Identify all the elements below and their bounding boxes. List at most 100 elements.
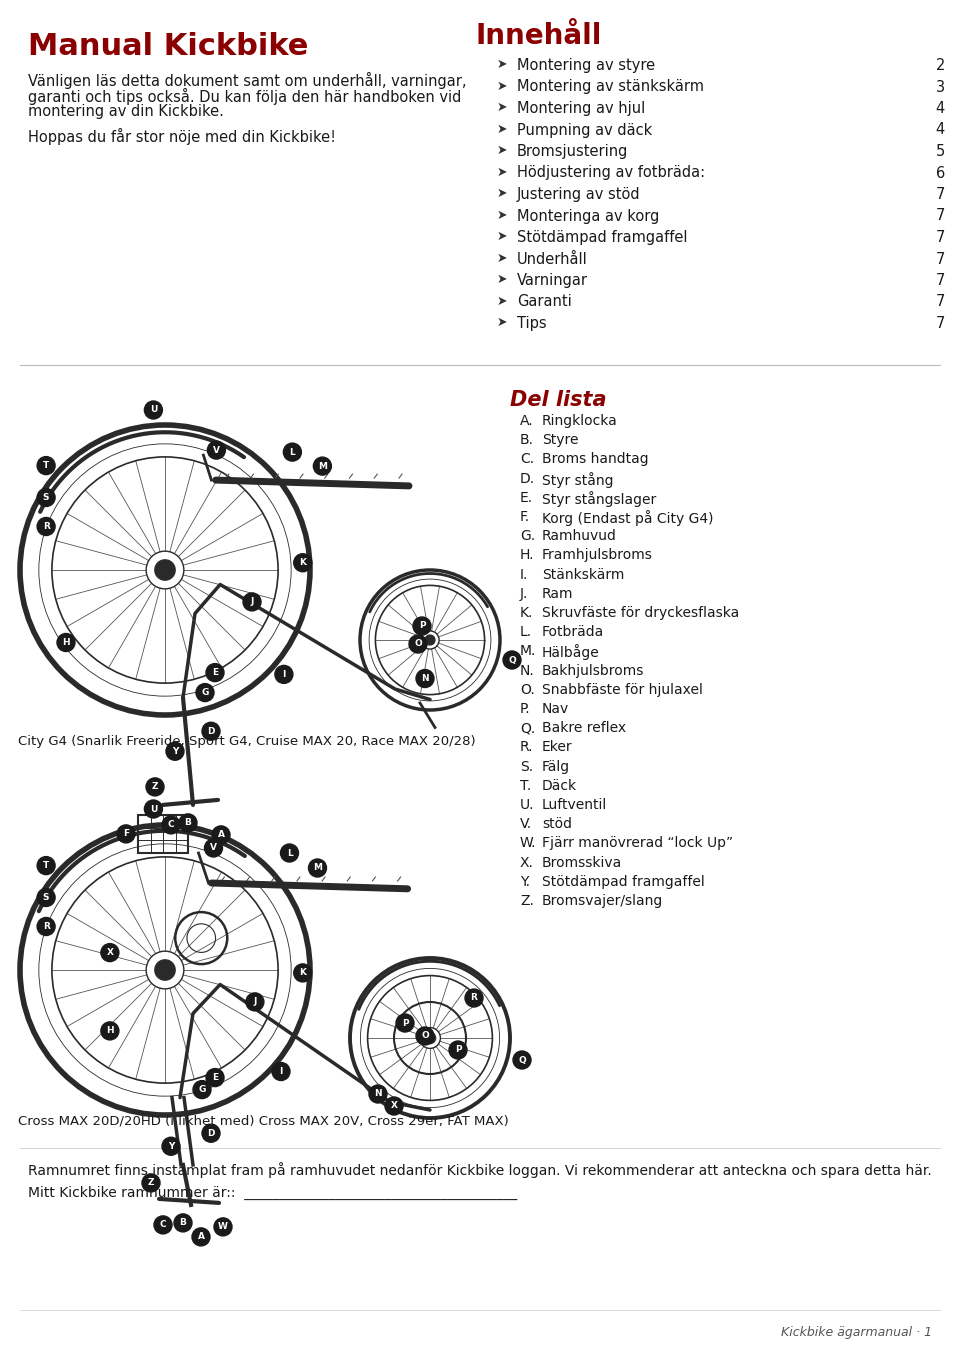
Text: ➤: ➤ bbox=[497, 316, 508, 329]
Text: D.: D. bbox=[520, 472, 535, 486]
Text: Skruvfäste för dryckesflaska: Skruvfäste för dryckesflaska bbox=[542, 606, 739, 620]
Text: V: V bbox=[213, 446, 220, 454]
Circle shape bbox=[179, 814, 197, 831]
Text: ➤: ➤ bbox=[497, 58, 508, 71]
Circle shape bbox=[280, 844, 299, 862]
Text: R: R bbox=[470, 993, 477, 1003]
Circle shape bbox=[283, 443, 301, 461]
Circle shape bbox=[37, 488, 55, 506]
Circle shape bbox=[214, 1218, 232, 1236]
Circle shape bbox=[424, 1032, 436, 1044]
Text: S.: S. bbox=[520, 760, 533, 774]
Circle shape bbox=[101, 1022, 119, 1040]
Text: M.: M. bbox=[520, 645, 537, 659]
Text: X: X bbox=[107, 948, 113, 958]
Circle shape bbox=[369, 1085, 387, 1103]
Text: 7: 7 bbox=[936, 273, 945, 288]
Circle shape bbox=[37, 856, 55, 874]
Text: H.: H. bbox=[520, 549, 535, 563]
Text: montering av din Kickbike.: montering av din Kickbike. bbox=[28, 104, 224, 119]
Circle shape bbox=[144, 800, 162, 818]
Text: 2: 2 bbox=[936, 58, 945, 73]
Text: ➤: ➤ bbox=[497, 295, 508, 307]
Text: 7: 7 bbox=[936, 295, 945, 310]
Text: Ram: Ram bbox=[542, 587, 573, 601]
Text: Q: Q bbox=[508, 656, 516, 664]
Text: Kickbike ägarmanual · 1: Kickbike ägarmanual · 1 bbox=[780, 1325, 932, 1339]
Text: ➤: ➤ bbox=[497, 251, 508, 265]
Text: ➤: ➤ bbox=[497, 166, 508, 178]
Text: Del lista: Del lista bbox=[510, 390, 607, 410]
Text: Montering av styre: Montering av styre bbox=[517, 58, 655, 73]
Text: L: L bbox=[287, 848, 293, 858]
Text: 7: 7 bbox=[936, 230, 945, 246]
Text: Vänligen läs detta dokument samt om underhåll, varningar,: Vänligen läs detta dokument samt om unde… bbox=[28, 71, 467, 89]
Text: Däck: Däck bbox=[542, 779, 577, 793]
Circle shape bbox=[193, 1081, 211, 1099]
Text: U: U bbox=[150, 804, 157, 814]
Text: R.: R. bbox=[520, 741, 534, 755]
Text: B: B bbox=[180, 1218, 186, 1228]
Text: M: M bbox=[318, 461, 326, 471]
Text: Z.: Z. bbox=[520, 895, 534, 908]
Text: E.: E. bbox=[520, 491, 533, 505]
Text: Y: Y bbox=[172, 746, 179, 756]
Text: Fjärr manövrerad “lock Up”: Fjärr manövrerad “lock Up” bbox=[542, 837, 733, 851]
Text: Stänkskärm: Stänkskärm bbox=[542, 568, 624, 582]
Text: 4: 4 bbox=[936, 102, 945, 117]
Circle shape bbox=[396, 1014, 414, 1032]
Text: G: G bbox=[199, 1085, 205, 1093]
Circle shape bbox=[503, 650, 521, 670]
Text: ➤: ➤ bbox=[497, 273, 508, 285]
Text: J: J bbox=[253, 997, 256, 1007]
Text: P: P bbox=[401, 1018, 408, 1028]
Text: Bromsskiva: Bromsskiva bbox=[542, 856, 622, 870]
Text: E: E bbox=[212, 1073, 218, 1083]
Text: K: K bbox=[300, 969, 306, 977]
Text: O: O bbox=[421, 1032, 429, 1040]
Text: D: D bbox=[207, 727, 215, 735]
Circle shape bbox=[162, 1137, 180, 1155]
Text: M: M bbox=[313, 863, 322, 873]
Text: N.: N. bbox=[520, 664, 535, 678]
Text: Z: Z bbox=[148, 1179, 155, 1187]
Text: A: A bbox=[198, 1232, 204, 1242]
Text: Q.: Q. bbox=[520, 722, 536, 735]
Text: N: N bbox=[421, 674, 429, 683]
Text: H: H bbox=[107, 1026, 113, 1036]
Text: C: C bbox=[168, 820, 175, 830]
Circle shape bbox=[37, 517, 55, 535]
Text: P.: P. bbox=[520, 702, 531, 716]
Circle shape bbox=[243, 593, 261, 611]
Text: U: U bbox=[150, 406, 157, 414]
Circle shape bbox=[144, 401, 162, 418]
Circle shape bbox=[117, 825, 135, 842]
Circle shape bbox=[416, 1028, 434, 1045]
Text: Y: Y bbox=[168, 1142, 174, 1151]
Text: O.: O. bbox=[520, 683, 535, 697]
Circle shape bbox=[513, 1051, 531, 1069]
Circle shape bbox=[146, 778, 164, 796]
Text: 7: 7 bbox=[936, 187, 945, 202]
Circle shape bbox=[212, 826, 230, 844]
Text: K.: K. bbox=[520, 606, 534, 620]
Text: Hödjustering av fotbräda:: Hödjustering av fotbräda: bbox=[517, 166, 706, 181]
Circle shape bbox=[196, 683, 214, 701]
Text: T.: T. bbox=[520, 779, 531, 793]
Text: V: V bbox=[210, 844, 217, 852]
Text: 3: 3 bbox=[936, 80, 945, 95]
Text: City G4 (Snarlik Freeride, Sport G4, Cruise MAX 20, Race MAX 20/28): City G4 (Snarlik Freeride, Sport G4, Cru… bbox=[18, 735, 475, 748]
Text: ➤: ➤ bbox=[497, 122, 508, 136]
Text: 6: 6 bbox=[936, 166, 945, 181]
Circle shape bbox=[57, 634, 75, 652]
Text: P: P bbox=[419, 622, 425, 631]
Text: Styr stång: Styr stång bbox=[542, 472, 613, 487]
Text: F.: F. bbox=[520, 510, 530, 524]
Text: A: A bbox=[218, 830, 225, 840]
Text: G: G bbox=[202, 689, 208, 697]
Text: E: E bbox=[212, 668, 218, 678]
Text: Cross MAX 20D/20HD (i likhet med) Cross MAX 20V, Cross 29er, FAT MAX): Cross MAX 20D/20HD (i likhet med) Cross … bbox=[18, 1115, 509, 1128]
Text: I: I bbox=[279, 1067, 282, 1076]
Circle shape bbox=[409, 635, 427, 653]
Text: S: S bbox=[43, 493, 49, 502]
